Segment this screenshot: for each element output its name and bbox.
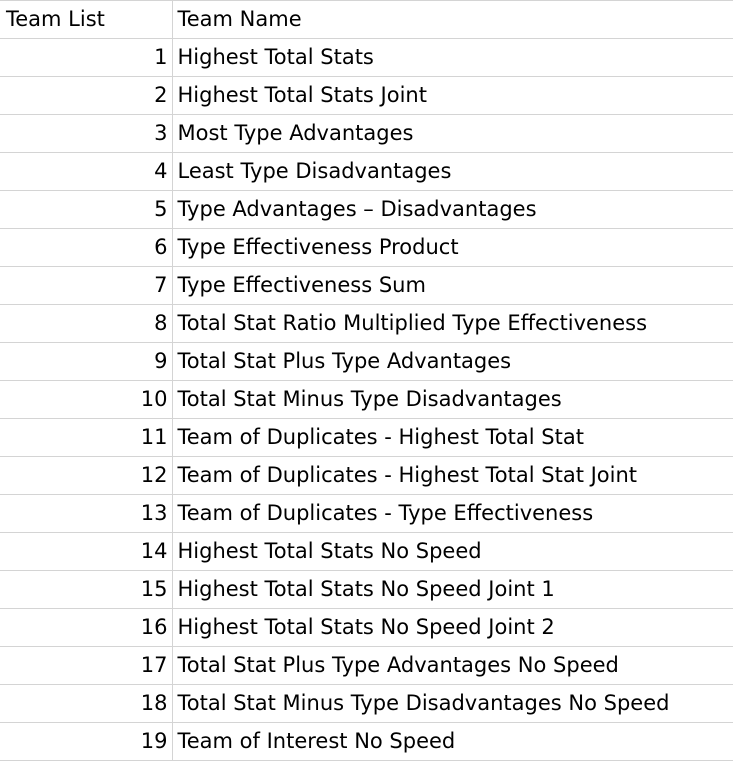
table-row: 6 Type Effectiveness Product — [0, 228, 733, 267]
table-row: 19 Team of Interest No Speed — [0, 722, 733, 761]
cell-team-name[interactable]: Type Effectiveness Sum — [172, 266, 733, 305]
cell-team-number[interactable]: 12 — [0, 456, 173, 495]
cell-team-name[interactable]: Least Type Disadvantages — [172, 152, 733, 191]
table-row: 11 Team of Duplicates - Highest Total St… — [0, 418, 733, 457]
cell-team-name[interactable]: Total Stat Plus Type Advantages — [172, 342, 733, 381]
cell-team-name[interactable]: Total Stat Plus Type Advantages No Speed — [172, 646, 733, 685]
cell-team-number[interactable]: 14 — [0, 532, 173, 571]
cell-team-number[interactable]: 5 — [0, 190, 173, 229]
cell-team-number[interactable]: 19 — [0, 722, 173, 761]
cell-team-number[interactable]: 17 — [0, 646, 173, 685]
cell-team-name[interactable]: Type Effectiveness Product — [172, 228, 733, 267]
cell-team-number[interactable]: 18 — [0, 684, 173, 723]
table-row: 15 Highest Total Stats No Speed Joint 1 — [0, 570, 733, 609]
cell-team-name[interactable]: Highest Total Stats No Speed — [172, 532, 733, 571]
cell-team-number[interactable]: 3 — [0, 114, 173, 153]
cell-team-name[interactable]: Team of Interest No Speed — [172, 722, 733, 761]
table-row: 9 Total Stat Plus Type Advantages — [0, 342, 733, 381]
table-row: 12 Team of Duplicates - Highest Total St… — [0, 456, 733, 495]
table-row: 18 Total Stat Minus Type Disadvantages N… — [0, 684, 733, 723]
cell-team-name[interactable]: Total Stat Minus Type Disadvantages — [172, 380, 733, 419]
header-cell-team-list[interactable]: Team List — [0, 0, 173, 39]
cell-team-number[interactable]: 8 — [0, 304, 173, 343]
cell-team-number[interactable]: 1 — [0, 38, 173, 77]
table-row: 4 Least Type Disadvantages — [0, 152, 733, 191]
cell-team-name[interactable]: Highest Total Stats No Speed Joint 2 — [172, 608, 733, 647]
cell-team-number[interactable]: 7 — [0, 266, 173, 305]
cell-team-name[interactable]: Team of Duplicates - Type Effectiveness — [172, 494, 733, 533]
table-row: 13 Team of Duplicates - Type Effectivene… — [0, 494, 733, 533]
cell-team-name[interactable]: Type Advantages – Disadvantages — [172, 190, 733, 229]
table-row: 5 Type Advantages – Disadvantages — [0, 190, 733, 229]
table-row: 8 Total Stat Ratio Multiplied Type Effec… — [0, 304, 733, 343]
cell-team-number[interactable]: 11 — [0, 418, 173, 457]
table-row: 16 Highest Total Stats No Speed Joint 2 — [0, 608, 733, 647]
table-row: 3 Most Type Advantages — [0, 114, 733, 153]
cell-team-name[interactable]: Total Stat Minus Type Disadvantages No S… — [172, 684, 733, 723]
cell-team-number[interactable]: 10 — [0, 380, 173, 419]
table-row: 10 Total Stat Minus Type Disadvantages — [0, 380, 733, 419]
cell-team-number[interactable]: 16 — [0, 608, 173, 647]
cell-team-number[interactable]: 4 — [0, 152, 173, 191]
cell-team-name[interactable]: Most Type Advantages — [172, 114, 733, 153]
table-row: 1 Highest Total Stats — [0, 38, 733, 77]
table-row: 14 Highest Total Stats No Speed — [0, 532, 733, 571]
header-row: Team List Team Name — [0, 0, 733, 39]
cell-team-name[interactable]: Highest Total Stats — [172, 38, 733, 77]
table-row: 2 Highest Total Stats Joint — [0, 76, 733, 115]
cell-team-name[interactable]: Highest Total Stats Joint — [172, 76, 733, 115]
cell-team-number[interactable]: 2 — [0, 76, 173, 115]
cell-team-name[interactable]: Total Stat Ratio Multiplied Type Effecti… — [172, 304, 733, 343]
header-cell-team-name[interactable]: Team Name — [172, 0, 733, 39]
cell-team-name[interactable]: Team of Duplicates - Highest Total Stat — [172, 418, 733, 457]
table-row: 7 Type Effectiveness Sum — [0, 266, 733, 305]
cell-team-name[interactable]: Highest Total Stats No Speed Joint 1 — [172, 570, 733, 609]
cell-team-number[interactable]: 15 — [0, 570, 173, 609]
table-row: 17 Total Stat Plus Type Advantages No Sp… — [0, 646, 733, 685]
cell-team-name[interactable]: Team of Duplicates - Highest Total Stat … — [172, 456, 733, 495]
cell-team-number[interactable]: 6 — [0, 228, 173, 267]
cell-team-number[interactable]: 9 — [0, 342, 173, 381]
cell-team-number[interactable]: 13 — [0, 494, 173, 533]
